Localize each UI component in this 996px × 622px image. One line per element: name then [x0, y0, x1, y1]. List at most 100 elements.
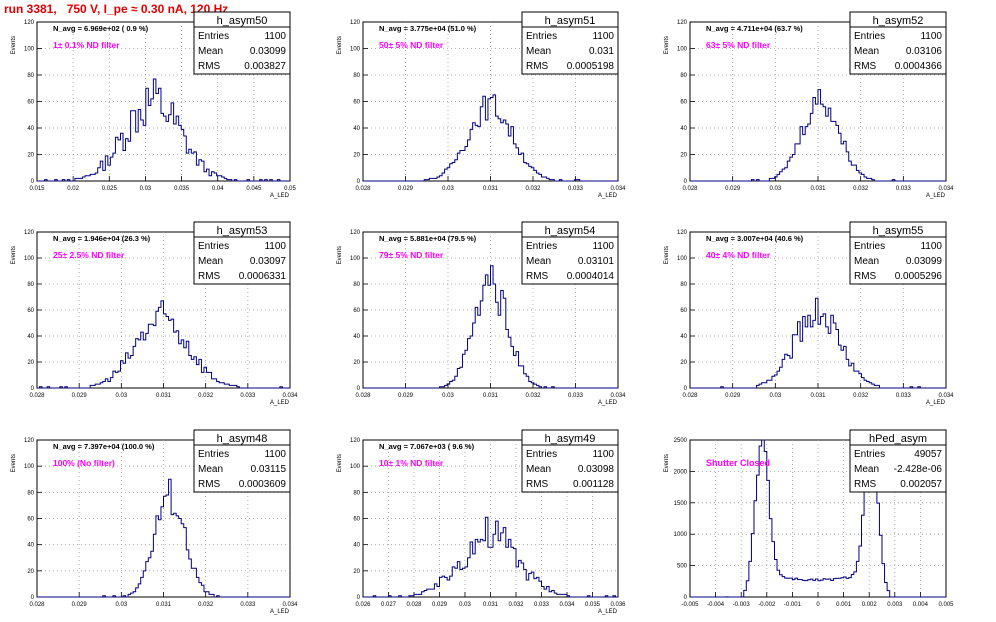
- filter-label: 79± 5% ND filter: [379, 250, 444, 260]
- y-tick-label: 100: [24, 47, 35, 53]
- stats-key-entries: Entries: [526, 31, 557, 42]
- y-tick-label: 20: [27, 153, 34, 159]
- x-axis-label: A_LED: [270, 193, 290, 199]
- x-tick-label: 0.029: [398, 186, 414, 192]
- stats-key-entries: Entries: [526, 241, 557, 252]
- stats-value-mean: 0.03099: [906, 256, 943, 267]
- filter-label: 50± 5% ND filter: [379, 40, 444, 50]
- stats-value-rms: 0.0005296: [895, 271, 943, 282]
- stats-title: h_asym51: [545, 15, 596, 27]
- y-tick-label: 80: [27, 490, 34, 496]
- stats-value-mean: 0.03099: [250, 46, 287, 57]
- x-tick-label: 0.031: [483, 186, 499, 192]
- y-tick-label: 80: [27, 282, 34, 288]
- stats-value-rms: 0.0004366: [895, 61, 943, 72]
- x-tick-label: 0.033: [896, 393, 912, 399]
- histogram-line: [690, 439, 946, 598]
- stats-key-entries: Entries: [198, 449, 229, 460]
- panel-h_asym55: 0.028 0.029 0.03 0.031 0.032 0.033 0.034 0 20 40 6…: [664, 221, 954, 406]
- filter-label: 25± 2.5% ND filter: [53, 250, 125, 260]
- x-tick-label: 0.032: [853, 186, 869, 192]
- y-axis-label: Events: [664, 246, 670, 264]
- stats-box: h_asym54 Entries 1100 Mean 0.03101 RMS 0.00040…: [521, 221, 619, 285]
- filter-label: 63± 5% ND filter: [706, 40, 771, 50]
- x-tick-label: 0.031: [483, 393, 499, 399]
- y-tick-label: 0: [31, 595, 35, 601]
- x-tick-label: 0.031: [156, 393, 172, 399]
- x-tick-label: 0.026: [355, 602, 371, 608]
- stats-title: h_asym53: [217, 225, 268, 237]
- y-tick-label: 20: [680, 360, 687, 366]
- x-tick-label: 0.001: [836, 602, 852, 608]
- x-tick-label: 0.034: [610, 393, 626, 399]
- x-tick-label: 0.028: [355, 393, 371, 399]
- stats-key-rms: RMS: [526, 271, 549, 282]
- y-tick-label: 120: [24, 230, 35, 236]
- x-tick-label: 0.031: [810, 393, 826, 399]
- y-tick-label: 20: [27, 569, 34, 575]
- x-tick-label: 0.033: [568, 393, 584, 399]
- navg-label: N_avg = 3.775e+04 (51.0 %): [379, 24, 477, 33]
- x-tick-label: 0.032: [525, 393, 541, 399]
- y-tick-label: 60: [680, 308, 687, 314]
- stats-value-rms: 0.002057: [900, 479, 942, 490]
- x-tick-label: 0.028: [29, 602, 45, 608]
- y-tick-label: 0: [684, 595, 688, 601]
- stats-key-rms: RMS: [198, 271, 221, 282]
- stats-box-frame: [849, 11, 947, 75]
- histogram-line: [690, 297, 946, 389]
- y-axis-label: Events: [11, 36, 17, 54]
- x-tick-label: 0.031: [156, 602, 172, 608]
- x-tick-label: 0.032: [198, 393, 214, 399]
- y-axis-label: Events: [11, 454, 17, 472]
- x-tick-label: 0: [816, 602, 820, 608]
- histogram-line: [37, 300, 290, 389]
- y-tick-label: 80: [680, 73, 687, 79]
- stats-box: hPed_asym Entries 49057 Mean -2.428e-06 RMS 0.…: [849, 429, 947, 493]
- x-tick-label: 0.033: [240, 393, 256, 399]
- stats-key-rms: RMS: [854, 479, 877, 490]
- stats-value-mean: 0.03097: [250, 256, 287, 267]
- stats-box: h_asym49 Entries 1100 Mean 0.03098 RMS 0.00112…: [521, 429, 619, 493]
- y-tick-label: 60: [27, 517, 34, 523]
- stats-key-entries: Entries: [854, 241, 885, 252]
- panel-h_asym49: 0.026 0.027 0.028 0.029 0.03 0.031 0.032 0.033 0…: [337, 429, 626, 615]
- stats-box: h_asym51 Entries 1100 Mean 0.031 RMS 0.0005198: [521, 11, 619, 75]
- x-tick-label: 0.028: [355, 186, 371, 192]
- y-tick-label: 100: [350, 464, 361, 470]
- y-tick-label: 120: [677, 20, 688, 26]
- x-tick-label: 0.028: [29, 393, 45, 399]
- x-axis-label: A_LED: [270, 609, 290, 615]
- y-tick-label: 20: [680, 153, 687, 159]
- x-tick-label: 0.029: [398, 393, 414, 399]
- y-axis-label: Events: [337, 454, 343, 472]
- stats-value-entries: 1100: [920, 241, 942, 252]
- x-tick-label: -0.003: [733, 602, 751, 608]
- stats-box: h_asym52 Entries 1100 Mean 0.03106 RMS 0.00043…: [849, 11, 947, 75]
- filter-label: 100% (No filter): [53, 458, 115, 468]
- y-tick-label: 80: [680, 282, 687, 288]
- y-axis-label: Events: [11, 246, 17, 264]
- stats-key-rms: RMS: [198, 479, 221, 490]
- x-tick-label: 0.031: [483, 602, 499, 608]
- y-tick-label: 100: [350, 256, 361, 262]
- stats-key-entries: Entries: [198, 31, 229, 42]
- stats-key-mean: Mean: [198, 46, 223, 57]
- x-tick-label: 0.029: [72, 393, 88, 399]
- stats-key-rms: RMS: [526, 61, 549, 72]
- panel-h_asym48: 0.028 0.029 0.03 0.031 0.032 0.033 0.034 0 20 40 6…: [11, 429, 298, 615]
- navg-label: N_avg = 4.711e+04 (63.7 %): [706, 24, 803, 33]
- y-tick-label: 100: [24, 256, 35, 262]
- y-tick-label: 120: [24, 20, 35, 26]
- y-tick-label: 1500: [674, 501, 688, 507]
- stats-key-rms: RMS: [198, 61, 221, 72]
- stats-key-mean: Mean: [526, 46, 551, 57]
- stats-value-mean: -2.428e-06: [894, 464, 943, 475]
- y-tick-label: 80: [353, 73, 360, 79]
- x-tick-label: 0.033: [896, 186, 912, 192]
- histogram-line: [363, 94, 618, 182]
- stats-box-frame: [521, 11, 619, 75]
- y-tick-label: 20: [353, 153, 360, 159]
- x-tick-label: -0.001: [784, 602, 802, 608]
